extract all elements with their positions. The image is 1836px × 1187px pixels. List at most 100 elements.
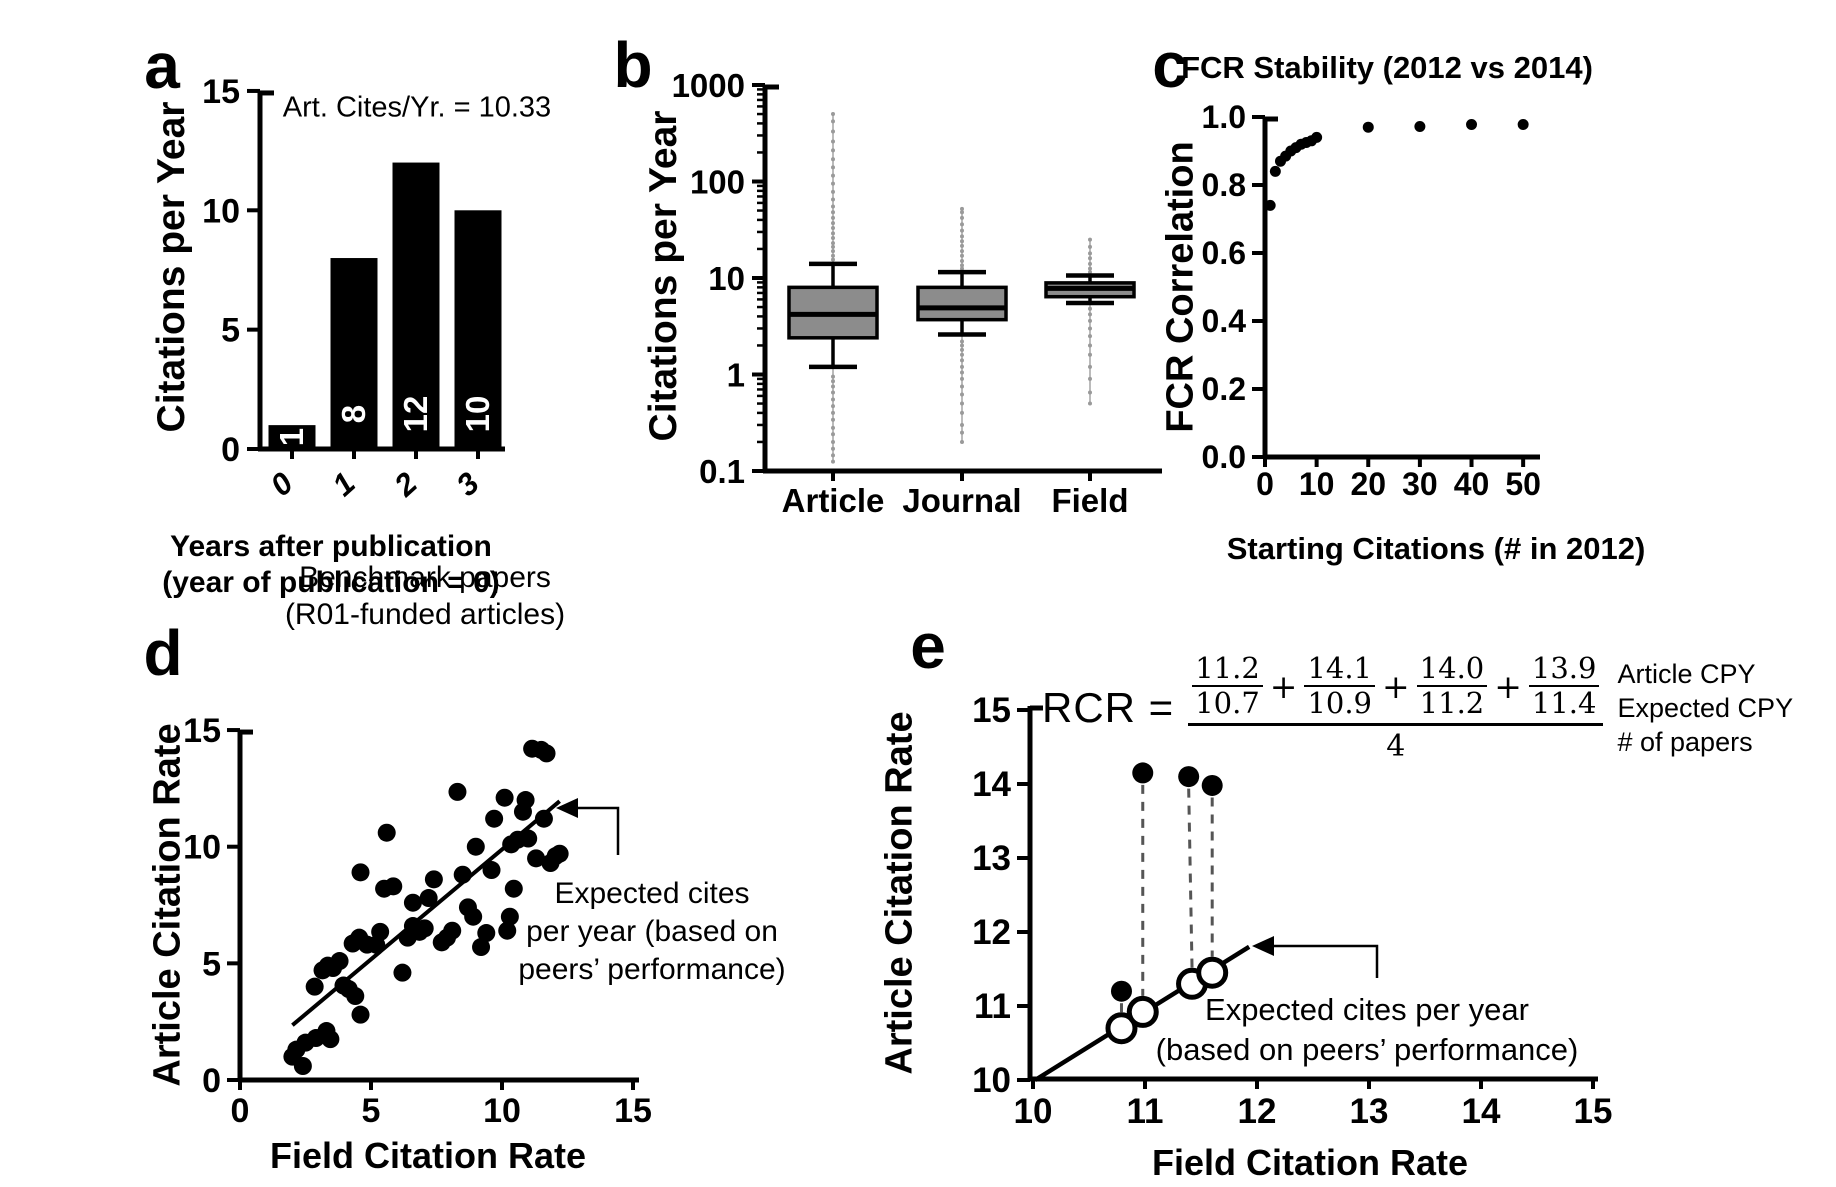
rcr-fraction-4-numerator: 13.9 (1528, 652, 1600, 687)
plus-sign: + (1494, 666, 1522, 706)
svg-text:8: 8 (335, 405, 372, 423)
svg-text:0.0: 0.0 (1202, 439, 1246, 475)
svg-text:14: 14 (972, 765, 1011, 804)
panel-label-d: d (143, 617, 183, 689)
rcr-legend-num-papers: # of papers (1617, 727, 1753, 757)
panel-d-annotation-line2: per year (based on (526, 915, 778, 948)
svg-text:15: 15 (1574, 1092, 1613, 1131)
panel-a-annotation: Art. Cites/Yr. = 10.33 (282, 91, 552, 124)
svg-text:1: 1 (727, 357, 745, 394)
svg-text:10: 10 (483, 1092, 521, 1130)
svg-text:11: 11 (974, 987, 1011, 1026)
svg-text:3: 3 (450, 465, 486, 503)
svg-text:0: 0 (231, 1092, 250, 1130)
svg-text:0: 0 (264, 465, 300, 503)
svg-text:0: 0 (202, 1062, 221, 1100)
panel-e-annotation-line1: Expected cites per year (1205, 992, 1529, 1027)
panel-label-b: b (613, 29, 653, 101)
svg-text:0: 0 (1256, 466, 1274, 502)
panel-e-annotation-line2: (based on peers’ performance) (1155, 1032, 1579, 1067)
panel-d-annotation-line3: peers’ performance) (518, 953, 786, 986)
panel-c-x-axis-label: Starting Citations (# in 2012) (1226, 531, 1646, 566)
svg-text:12: 12 (397, 396, 434, 433)
svg-text:50: 50 (1505, 466, 1541, 502)
svg-text:10: 10 (1014, 1092, 1053, 1131)
svg-text:11: 11 (1127, 1092, 1164, 1131)
panel-d-x-axis-label: Field Citation Rate (269, 1135, 587, 1176)
panel-e-y-axis-label: Article Citation Rate (878, 711, 921, 1075)
panel-label-c: c (1152, 29, 1188, 101)
svg-text:5: 5 (362, 1092, 381, 1130)
rcr-fraction-2: 14.1 10.9 (1304, 652, 1376, 720)
svg-text:1.0: 1.0 (1202, 99, 1246, 135)
svg-text:1: 1 (326, 465, 362, 503)
rcr-formula-fraction: 11.2 10.7 + 14.1 10.9 + 14.0 11.2 + 13.9… (1188, 652, 1604, 764)
rcr-fraction-2-denominator: 10.9 (1307, 686, 1373, 720)
plus-sign: + (1382, 666, 1410, 706)
rcr-fraction-1: 11.2 10.7 (1192, 652, 1263, 720)
svg-text:12: 12 (1238, 1092, 1277, 1131)
svg-text:14: 14 (1462, 1092, 1501, 1131)
svg-text:2: 2 (387, 465, 424, 503)
rcr-fraction-3-numerator: 14.0 (1416, 652, 1488, 687)
panel-a-x-axis-label-line2: (year of publication = 0) (162, 566, 500, 599)
panel-d-y-axis-label: Article Citation Rate (146, 723, 189, 1087)
rcr-formula-numerator-row: 11.2 10.7 + 14.1 10.9 + 14.0 11.2 + 13.9… (1188, 652, 1604, 726)
panel-label-a: a (144, 30, 180, 102)
svg-text:0.8: 0.8 (1202, 167, 1246, 203)
panel-a-x-axis-label-line1: Years after publication (170, 530, 492, 563)
panel-d-title-line2: (R01-funded articles) (284, 598, 566, 631)
svg-text:5: 5 (202, 945, 221, 983)
svg-text:1000: 1000 (672, 67, 745, 104)
rcr-fraction-3: 14.0 11.2 (1416, 652, 1488, 720)
svg-text:10: 10 (708, 260, 745, 297)
rcr-formula-legend: Article CPY Expected CPY # of papers (1617, 657, 1793, 759)
svg-text:15: 15 (614, 1092, 652, 1130)
panel-b-y-axis-label: Citations per Year (642, 110, 685, 442)
svg-text:5: 5 (221, 312, 240, 350)
svg-text:100: 100 (690, 164, 745, 201)
rcr-formula-divisor: 4 (1386, 729, 1406, 764)
svg-text:10: 10 (183, 829, 221, 867)
rcr-fraction-4-denominator: 11.4 (1531, 686, 1597, 720)
svg-text:15: 15 (202, 73, 240, 111)
panel-a-y-axis-label: Citations per Year (150, 101, 193, 433)
svg-text:10: 10 (1299, 466, 1335, 502)
rcr-fraction-4: 13.9 11.4 (1528, 652, 1600, 720)
svg-text:15: 15 (183, 712, 221, 750)
svg-text:10: 10 (972, 1061, 1011, 1100)
rcr-fraction-1-numerator: 11.2 (1192, 652, 1263, 687)
rcr-formula: RCR = 11.2 10.7 + 14.1 10.9 + 14.0 11.2 … (1042, 652, 1793, 765)
svg-text:15: 15 (972, 691, 1011, 730)
svg-text:Article: Article (782, 482, 885, 519)
panel-label-e: e (910, 610, 946, 682)
panel-d-title: Benchmark papers (R01-funded articles) (285, 559, 565, 633)
plus-sign: + (1269, 666, 1298, 706)
panel-c-title: FCR Stability (2012 vs 2014) (1181, 50, 1593, 85)
svg-text:13: 13 (972, 839, 1011, 878)
svg-text:Field: Field (1051, 482, 1128, 519)
svg-text:0.1: 0.1 (699, 453, 745, 490)
svg-text:0: 0 (221, 431, 240, 469)
panel-d-annotation-line1: Expected cites (554, 877, 750, 910)
svg-text:40: 40 (1454, 466, 1490, 502)
svg-text:0.2: 0.2 (1202, 371, 1246, 407)
rcr-fraction-1-denominator: 10.7 (1195, 686, 1260, 720)
svg-text:30: 30 (1402, 466, 1438, 502)
svg-text:13: 13 (1350, 1092, 1389, 1131)
panel-e-x-axis-label: Field Citation Rate (1151, 1142, 1469, 1183)
svg-text:Journal: Journal (902, 482, 1021, 519)
svg-text:10: 10 (459, 396, 496, 433)
rcr-legend-article-cpy: Article CPY (1617, 659, 1756, 689)
panel-e-annotation: Expected cites per year (based on peers’… (1156, 990, 1579, 1070)
panel-d-title-line1: Benchmark papers (299, 561, 551, 594)
svg-text:10: 10 (202, 192, 240, 230)
svg-text:0.6: 0.6 (1202, 235, 1246, 271)
panel-d-annotation: Expected cites per year (based on peers’… (518, 875, 785, 989)
svg-text:0.4: 0.4 (1202, 303, 1247, 339)
panel-c-y-axis-label: FCR Correlation (1159, 141, 1202, 433)
rcr-fraction-3-denominator: 11.2 (1419, 686, 1485, 720)
rcr-formula-lhs: RCR = (1042, 684, 1175, 731)
